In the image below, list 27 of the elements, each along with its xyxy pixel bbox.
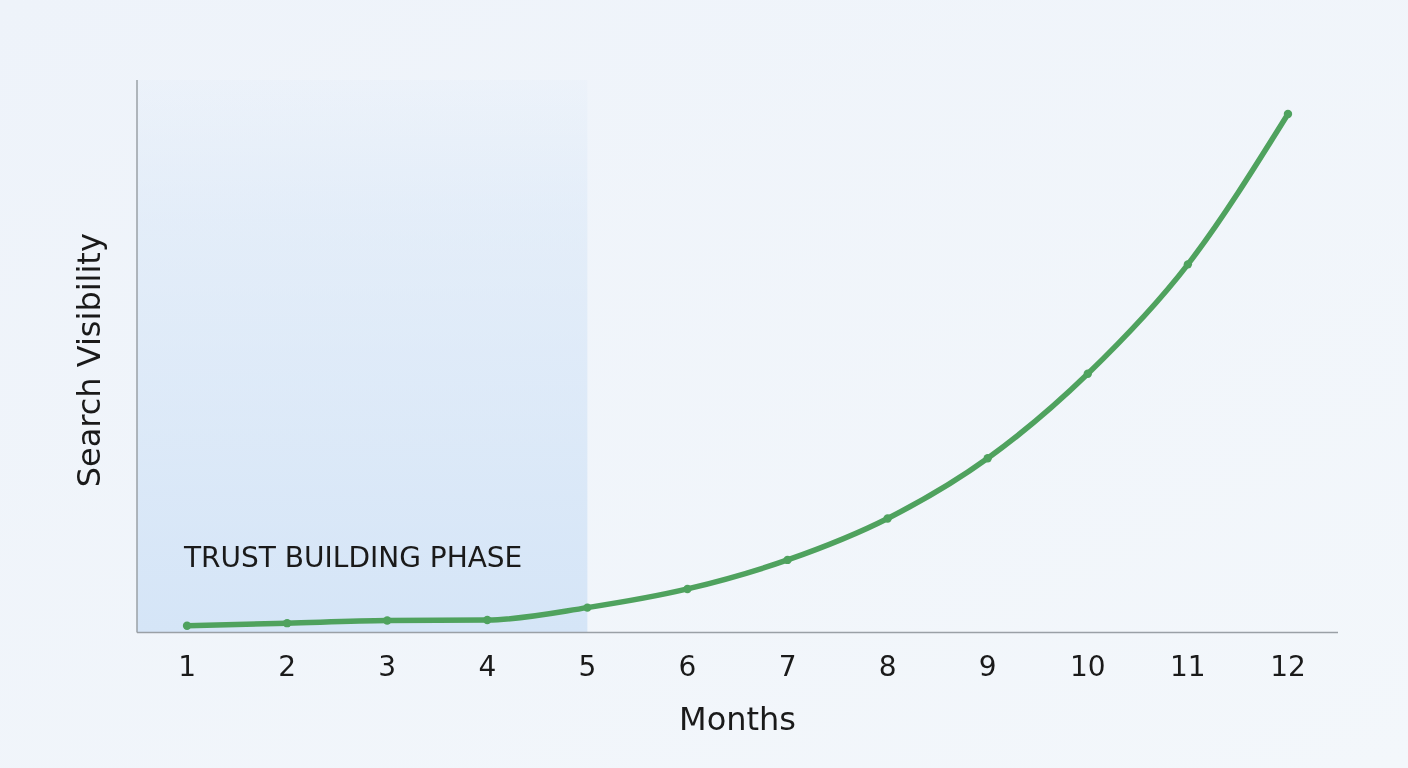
point — [583, 603, 592, 612]
point — [983, 454, 992, 463]
x-tick-label: 6 — [678, 650, 697, 683]
x-tick-label: 9 — [978, 650, 997, 683]
point — [1283, 109, 1293, 119]
x-tick-label: 4 — [478, 650, 497, 683]
x-tick-label: 11 — [1170, 650, 1206, 683]
point — [683, 584, 692, 594]
x-tick-label: 3 — [378, 650, 397, 683]
point — [282, 618, 292, 628]
x-tick-label: 5 — [578, 650, 597, 683]
band-label: TRUST BUILDING PHASE — [183, 541, 523, 574]
x-tick-label: 2 — [278, 650, 297, 683]
point — [1083, 369, 1092, 378]
point — [1183, 260, 1193, 269]
x-axis-title: Months — [679, 700, 796, 738]
x-tick-label: 7 — [778, 650, 797, 683]
x-tick-label: 1 — [178, 650, 196, 683]
point — [483, 615, 492, 625]
point — [883, 514, 892, 523]
x-tick-label: 8 — [878, 650, 897, 683]
x-tick-label: 10 — [1069, 650, 1106, 683]
y-axis-title: Search Visibility — [70, 233, 108, 488]
point — [383, 616, 392, 625]
point — [783, 555, 792, 565]
point — [182, 621, 192, 630]
x-tick-label: 12 — [1270, 650, 1306, 683]
